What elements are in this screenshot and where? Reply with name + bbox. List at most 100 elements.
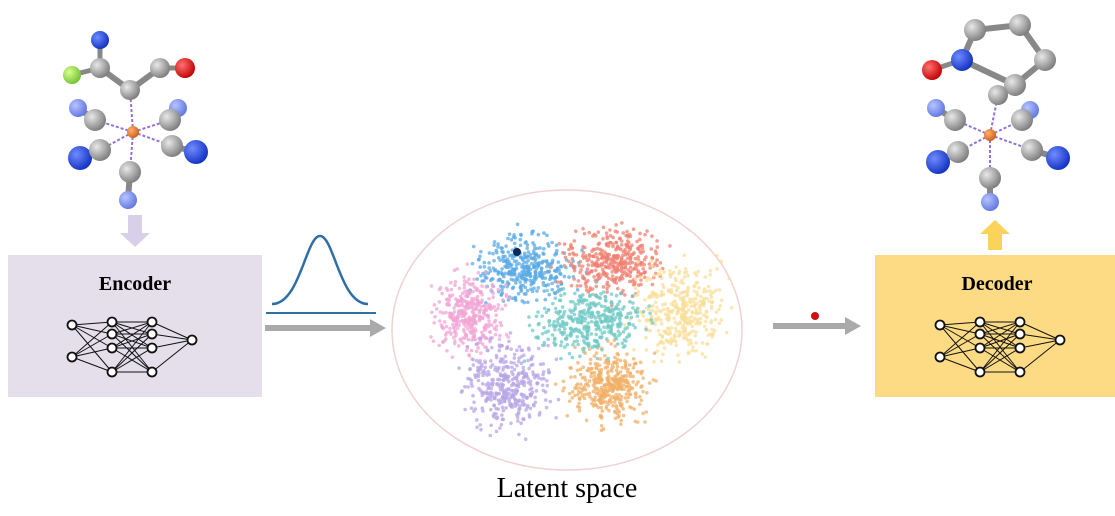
point — [499, 284, 503, 288]
point — [507, 250, 511, 254]
point — [581, 376, 585, 380]
point — [628, 363, 632, 367]
point — [529, 383, 533, 387]
point — [518, 407, 522, 411]
point — [709, 332, 713, 336]
point — [466, 377, 470, 381]
node — [936, 353, 945, 362]
point — [620, 257, 624, 261]
point — [606, 362, 610, 366]
point — [492, 412, 496, 416]
point — [537, 347, 541, 351]
point — [489, 398, 493, 402]
point — [583, 341, 587, 345]
atom — [84, 109, 106, 131]
point — [620, 221, 624, 225]
point — [579, 373, 583, 377]
encoder-label: Encoder — [99, 273, 171, 295]
point — [720, 318, 724, 322]
point — [708, 269, 712, 273]
point — [606, 378, 610, 382]
point — [479, 250, 483, 254]
point — [614, 417, 618, 421]
point — [510, 253, 514, 257]
point — [494, 249, 498, 253]
point — [582, 346, 586, 350]
point — [568, 399, 572, 403]
point — [562, 380, 566, 384]
point — [519, 244, 523, 248]
point — [639, 361, 643, 365]
point — [565, 334, 569, 338]
point — [667, 339, 671, 343]
point — [651, 304, 655, 308]
point — [575, 284, 579, 288]
point — [491, 363, 495, 367]
point — [541, 283, 545, 287]
node — [148, 344, 157, 353]
point — [512, 361, 516, 365]
node — [148, 368, 157, 377]
point — [594, 264, 598, 268]
point — [660, 359, 664, 363]
point — [597, 398, 601, 402]
point — [491, 252, 495, 256]
point — [657, 309, 661, 313]
point — [583, 232, 587, 236]
point — [480, 284, 484, 288]
point — [599, 264, 603, 268]
point — [727, 277, 731, 281]
point — [500, 288, 504, 292]
point — [492, 259, 496, 263]
point — [442, 327, 446, 331]
point — [626, 257, 630, 261]
point — [640, 372, 644, 376]
point — [467, 338, 471, 342]
point — [610, 329, 614, 333]
point — [632, 227, 636, 231]
point — [466, 345, 470, 349]
point — [587, 258, 591, 262]
point — [600, 348, 604, 352]
point — [610, 388, 614, 392]
point — [466, 385, 470, 389]
gaussian-curve — [272, 236, 368, 304]
point — [677, 360, 681, 364]
point — [720, 260, 724, 264]
point — [702, 290, 706, 294]
point — [624, 316, 628, 320]
point — [630, 244, 634, 248]
point — [606, 357, 610, 361]
point — [540, 377, 544, 381]
point — [643, 420, 647, 424]
down-arrow — [120, 215, 150, 247]
point — [699, 317, 703, 321]
point — [470, 318, 474, 322]
point — [515, 348, 519, 352]
point — [445, 349, 449, 353]
point — [641, 376, 645, 380]
point — [730, 306, 734, 310]
point — [605, 290, 609, 294]
point — [467, 353, 471, 357]
point — [522, 376, 526, 380]
point — [649, 247, 653, 251]
point — [472, 245, 476, 249]
point — [696, 311, 700, 315]
point — [618, 278, 622, 282]
point — [496, 288, 500, 292]
point — [661, 335, 665, 339]
point — [559, 299, 563, 303]
point — [573, 375, 577, 379]
point — [570, 310, 574, 314]
point — [687, 350, 691, 354]
atom — [1034, 49, 1056, 71]
point — [620, 274, 624, 278]
point — [650, 264, 654, 268]
point — [655, 264, 659, 268]
point — [571, 257, 575, 261]
point — [519, 421, 523, 425]
point — [587, 263, 591, 267]
point — [594, 252, 598, 256]
point — [483, 336, 487, 340]
